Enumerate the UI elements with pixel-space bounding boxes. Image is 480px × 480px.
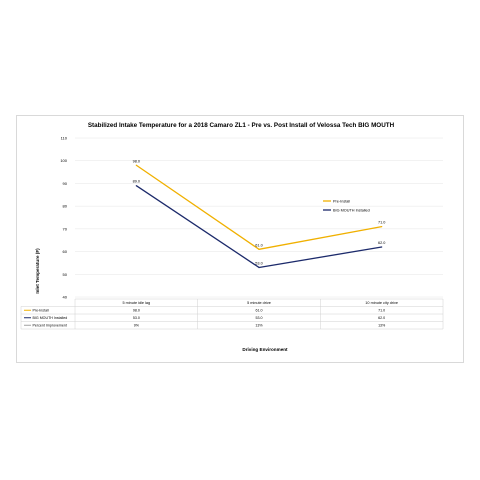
- data-point-0-2: [381, 225, 383, 228]
- data-point-1-0: [135, 185, 137, 187]
- data-label-1-1: 53.0: [255, 261, 262, 265]
- y-tick-110: 110: [61, 136, 68, 141]
- chart-frame: Stabilized Intake Temperature for a 2018…: [16, 115, 464, 363]
- y-tick-40: 40: [63, 295, 68, 300]
- x-axis-label: Driving Environment: [242, 347, 288, 352]
- data-label-0-0: 98.0: [133, 159, 140, 163]
- table-row-label-1: BIG MOUTH Installed: [33, 316, 68, 320]
- y-tick-70: 70: [63, 226, 68, 231]
- data-label-1-0: 89.0: [133, 180, 140, 184]
- data-label-0-2: 71.0: [378, 221, 385, 225]
- x-category-1: 5 minute drive: [247, 301, 271, 305]
- table-cell-1-1: 53.0: [256, 316, 263, 320]
- data-point-0-1: [258, 248, 260, 250]
- table-cell-1-0: 53.0: [133, 316, 140, 320]
- data-table: 5 minute idle lag 5 minute drive 10 minute…: [20, 298, 444, 330]
- data-labels: 98.0 61.0 71.0 89.0 53.0 62.0: [133, 159, 386, 265]
- table-cell-2-2: 13%: [378, 324, 386, 328]
- x-category-0: 5 minute idle lag: [123, 301, 151, 305]
- table-row-label-0: Pre-Install: [33, 309, 49, 313]
- data-label-1-2: 62.0: [378, 241, 385, 245]
- table-cell-0-0: 98.0: [133, 309, 140, 313]
- y-tick-80: 80: [63, 204, 68, 209]
- x-category-2: 10 minute city drive: [365, 301, 398, 305]
- table-cell-1-2: 62.0: [378, 316, 385, 320]
- series-lines: [135, 164, 383, 269]
- table-cell-2-1: 13%: [255, 324, 263, 328]
- data-point-1-1: [258, 266, 260, 269]
- y-axis-label: Inlet Temperature (F): [35, 248, 40, 294]
- legend-label-0: Pre-Install: [333, 199, 350, 203]
- y-tick-90: 90: [63, 181, 68, 186]
- y-tick-60: 60: [63, 249, 68, 254]
- chart-title: Stabilized Intake Temperature for a 2018…: [88, 122, 395, 129]
- legend-label-1: BIG MOUTH Installed: [333, 208, 370, 212]
- data-point-0-0: [135, 164, 137, 166]
- table-cell-2-0: 9%: [134, 324, 140, 328]
- series-line-1: [135, 185, 382, 269]
- y-tick-100: 100: [60, 158, 67, 163]
- grid: [75, 137, 443, 298]
- table-cell-0-2: 71.0: [378, 309, 385, 313]
- table-cell-0-1: 61.0: [256, 309, 263, 313]
- y-tick-labels: 40 50 60 70 80 90 100 110: [60, 136, 67, 300]
- legend: Pre-Install BIG MOUTH Installed: [323, 199, 370, 212]
- data-point-1-2: [381, 246, 383, 248]
- table-row-label-2: Percent Improvement: [33, 324, 67, 328]
- data-label-0-1: 61.0: [255, 243, 262, 247]
- chart-svg: Stabilized Intake Temperature for a 2018…: [20, 122, 444, 352]
- series-line-0: [135, 164, 382, 250]
- y-tick-50: 50: [63, 272, 68, 277]
